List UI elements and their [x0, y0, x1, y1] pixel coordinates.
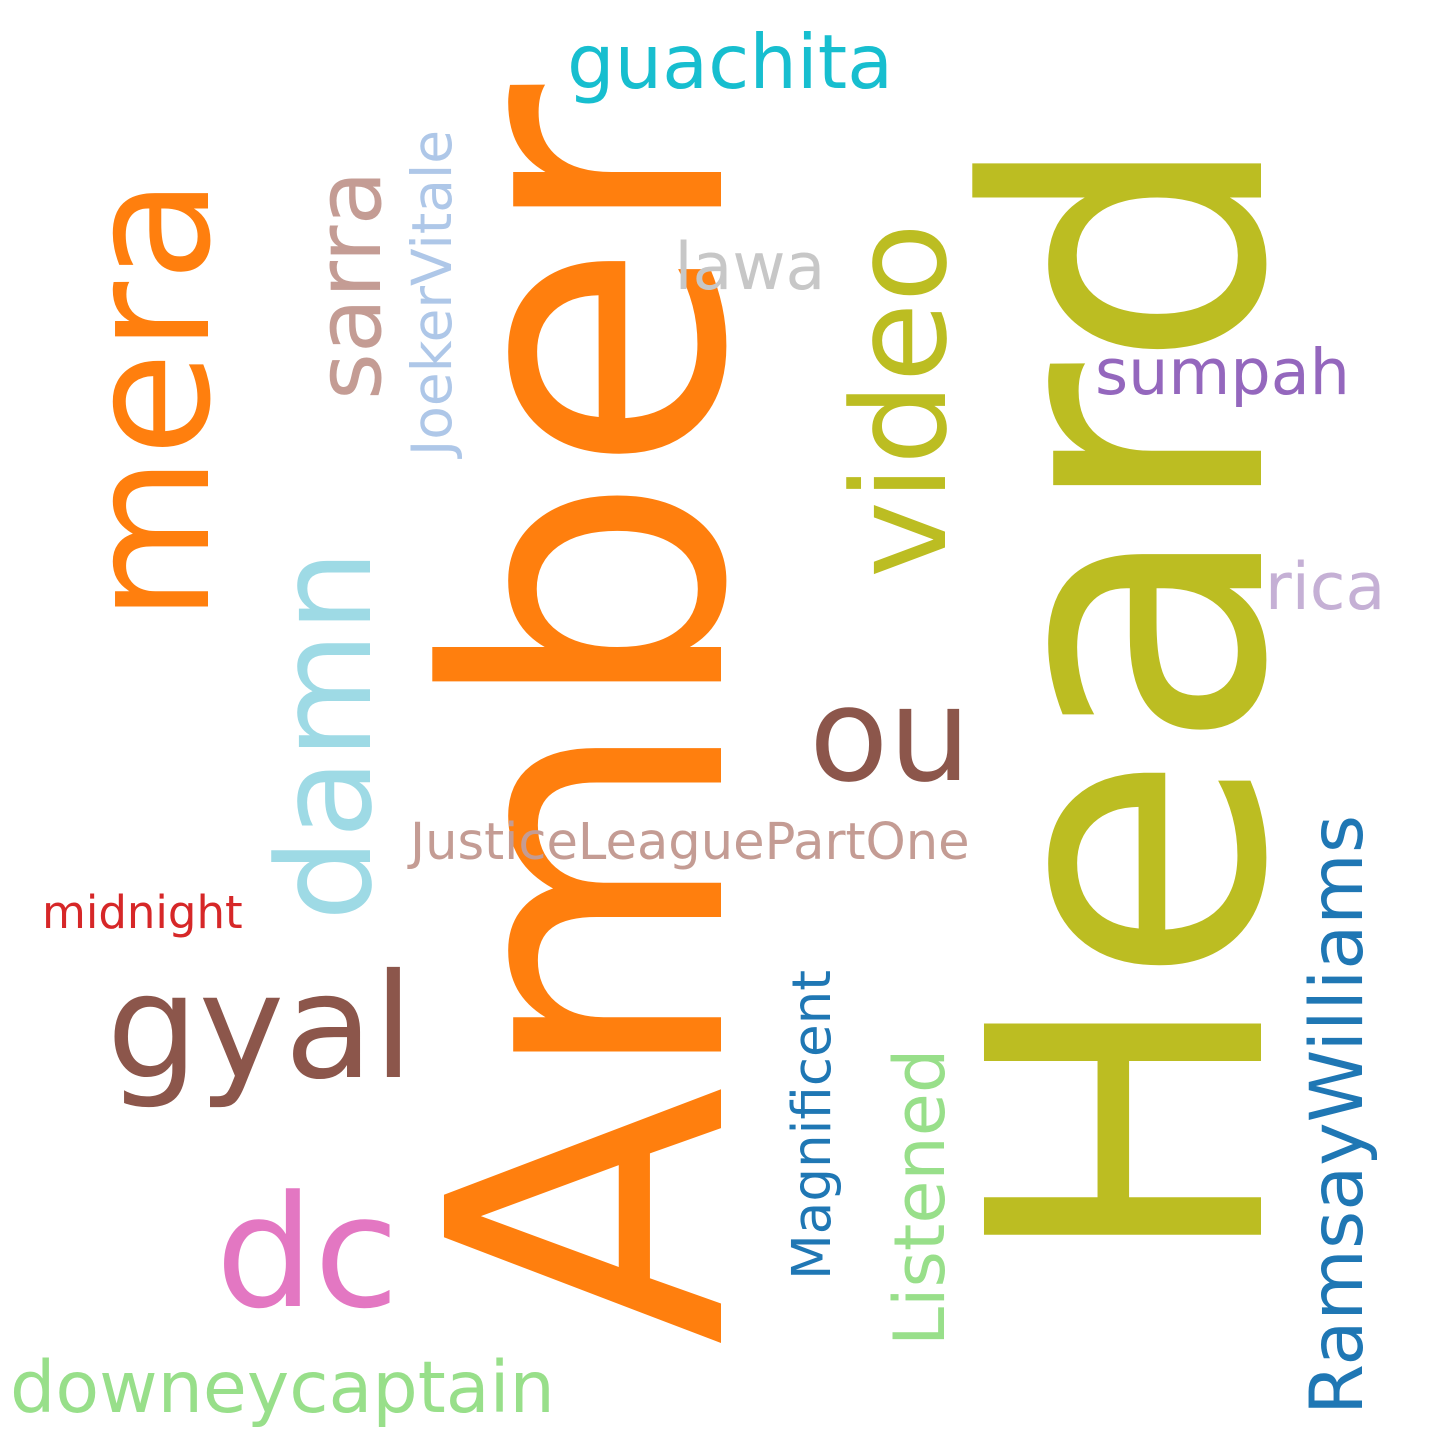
word-sarra: sarra	[297, 170, 402, 400]
word-justiceleaguepartone: JusticeLeaguePartOne	[410, 813, 970, 872]
word-gyal: gyal	[106, 943, 414, 1112]
word-mera: mera	[51, 177, 249, 622]
word-lawa: lawa	[674, 230, 826, 305]
word-midnight: midnight	[42, 886, 243, 939]
word-ramsaywilliams: RamsayWilliams	[1295, 814, 1380, 1415]
word-downeycaptain: downeycaptain	[10, 1345, 555, 1429]
word-rica: rica	[1265, 550, 1386, 625]
word-sumpah: sumpah	[1095, 334, 1350, 409]
word-video: video	[824, 222, 976, 578]
word-dc: dc	[215, 1162, 400, 1343]
word-heard: Heard	[908, 128, 1351, 1272]
word-damn: damn	[249, 549, 401, 921]
word-listened: Listened	[879, 1048, 961, 1346]
word-magnificent: Magnificent	[781, 969, 843, 1280]
word-ou: ou	[809, 659, 971, 811]
word-joekervitale: JoekerVitale	[400, 129, 464, 456]
word-guachita: guachita	[567, 18, 894, 106]
